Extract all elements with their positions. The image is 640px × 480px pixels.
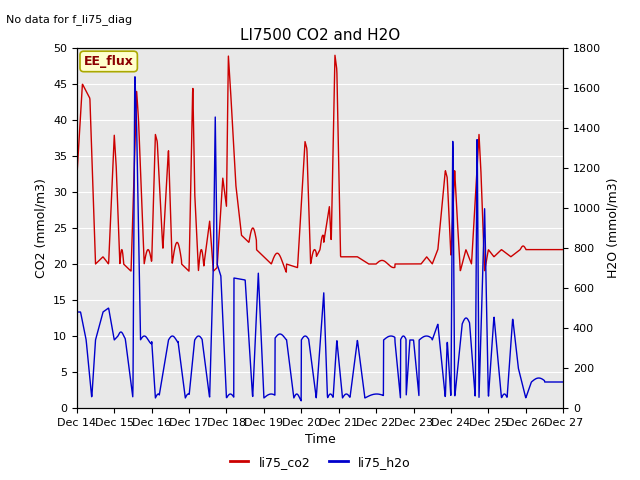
Y-axis label: CO2 (mmol/m3): CO2 (mmol/m3) [35, 178, 47, 278]
Text: No data for f_li75_diag: No data for f_li75_diag [6, 14, 132, 25]
Text: EE_flux: EE_flux [84, 55, 134, 68]
Y-axis label: H2O (mmol/m3): H2O (mmol/m3) [607, 178, 620, 278]
X-axis label: Time: Time [305, 433, 335, 446]
Title: LI7500 CO2 and H2O: LI7500 CO2 and H2O [240, 28, 400, 43]
Legend: li75_co2, li75_h2o: li75_co2, li75_h2o [225, 451, 415, 474]
